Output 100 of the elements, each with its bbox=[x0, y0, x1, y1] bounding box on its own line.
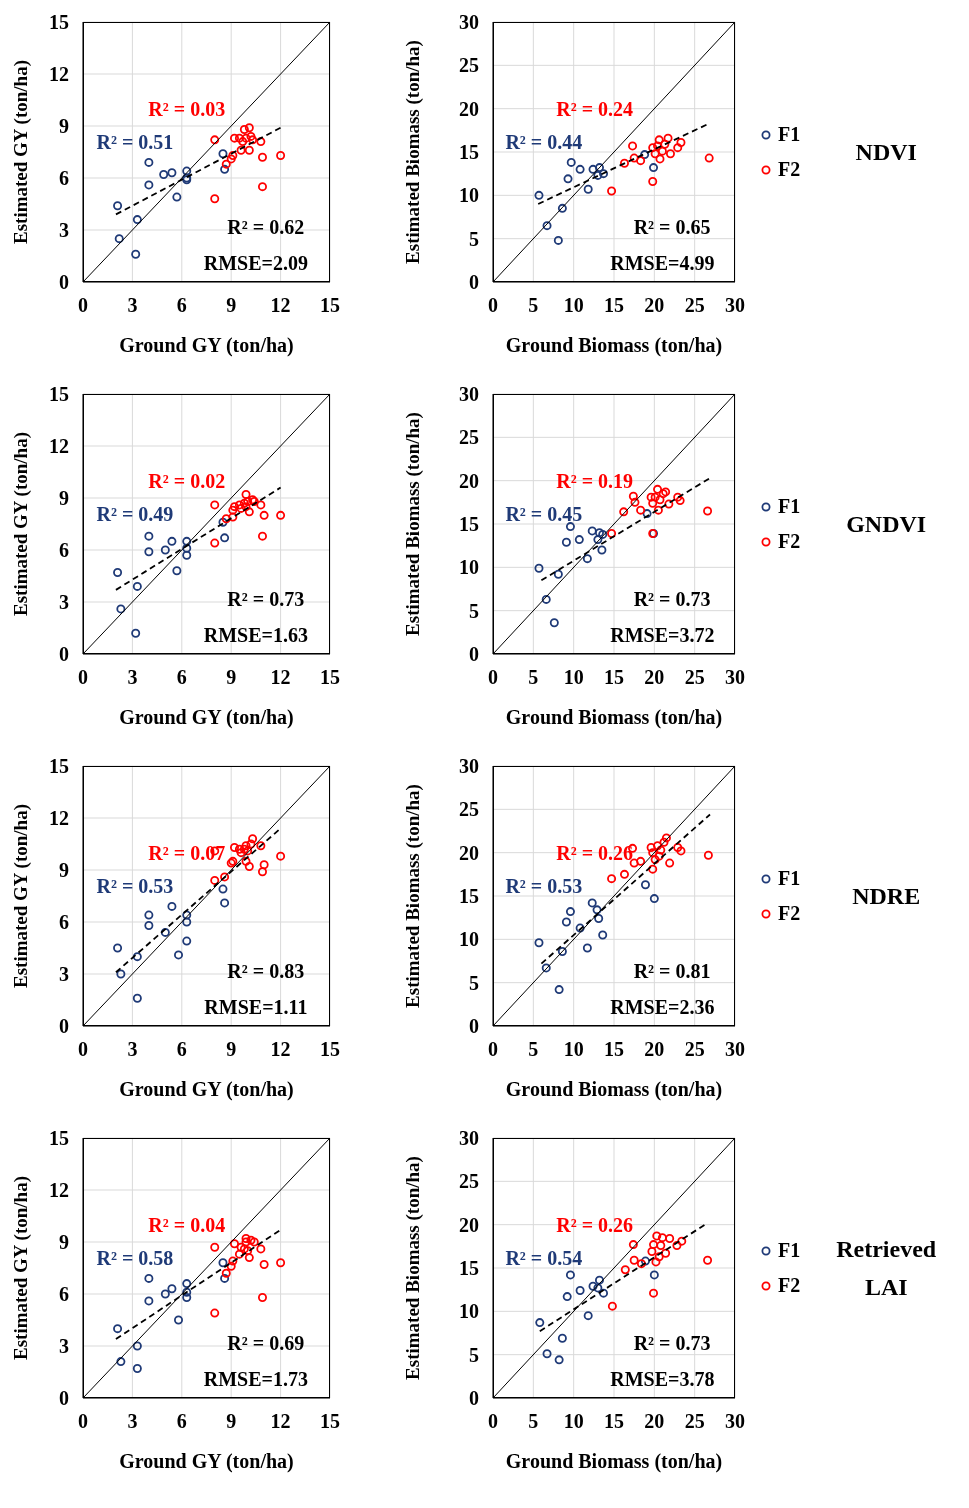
point bbox=[594, 1275, 604, 1285]
point bbox=[228, 512, 238, 522]
point bbox=[673, 143, 683, 153]
y-tick-label: 3 bbox=[59, 591, 69, 614]
point bbox=[661, 1248, 671, 1258]
y-tick-label: 30 bbox=[459, 755, 479, 778]
x-tick-label: 3 bbox=[127, 1410, 138, 1433]
point bbox=[210, 194, 220, 204]
point bbox=[628, 491, 638, 501]
point bbox=[167, 168, 177, 178]
point bbox=[541, 594, 551, 604]
x-tick-label: 5 bbox=[528, 294, 539, 317]
point bbox=[535, 1318, 545, 1328]
point bbox=[593, 535, 603, 545]
point bbox=[534, 190, 544, 200]
x-axis-title: Ground GY (ton/ha) bbox=[119, 706, 294, 729]
point bbox=[144, 910, 154, 920]
point bbox=[640, 1256, 650, 1266]
point bbox=[648, 143, 658, 153]
point bbox=[594, 528, 604, 538]
point bbox=[113, 1324, 123, 1334]
x-axis-title: Ground GY (ton/ha) bbox=[119, 1078, 294, 1101]
point bbox=[182, 166, 192, 176]
point bbox=[636, 1259, 646, 1269]
point bbox=[210, 1308, 220, 1318]
point bbox=[160, 927, 170, 937]
y-tick-label: 12 bbox=[49, 435, 69, 458]
point bbox=[256, 1244, 266, 1254]
point bbox=[248, 135, 258, 145]
y-tick-label: 3 bbox=[59, 1335, 69, 1358]
point bbox=[221, 159, 231, 169]
point bbox=[554, 1355, 564, 1365]
x-tick-label: 20 bbox=[644, 666, 665, 689]
legend-title: Retrieved LAI bbox=[835, 1235, 938, 1302]
point bbox=[619, 507, 629, 517]
point bbox=[561, 917, 571, 927]
point bbox=[656, 1240, 666, 1250]
point bbox=[629, 1255, 639, 1265]
point bbox=[553, 569, 563, 579]
point bbox=[653, 484, 663, 494]
point bbox=[132, 1341, 142, 1351]
point bbox=[276, 851, 286, 861]
legend-title: GNDVI bbox=[845, 510, 928, 539]
annotation: R² = 0.73 bbox=[227, 587, 305, 611]
point bbox=[228, 150, 238, 160]
point bbox=[597, 545, 607, 555]
annotation: RMSE=4.99 bbox=[610, 251, 715, 274]
y-tick-label: 5 bbox=[469, 971, 479, 994]
point bbox=[159, 170, 169, 180]
point bbox=[673, 842, 683, 852]
point bbox=[276, 510, 286, 520]
x-tick-label: 30 bbox=[725, 666, 745, 689]
point bbox=[234, 1249, 244, 1259]
x-tick-label: 12 bbox=[270, 294, 291, 317]
point bbox=[234, 844, 244, 854]
point bbox=[549, 618, 559, 628]
point bbox=[229, 1239, 239, 1249]
point bbox=[587, 526, 597, 536]
point bbox=[672, 1240, 682, 1250]
y-axis-title: Estimated Biomass (ton/ha) bbox=[402, 1156, 424, 1380]
point bbox=[636, 505, 646, 515]
point bbox=[619, 158, 629, 168]
point bbox=[172, 566, 182, 576]
x-tick-label: 6 bbox=[176, 1410, 187, 1433]
x-tick-label: 10 bbox=[563, 294, 584, 317]
point bbox=[256, 500, 266, 510]
point bbox=[656, 845, 666, 855]
point bbox=[646, 492, 656, 502]
point bbox=[220, 1273, 230, 1283]
annotation: R² = 0.73 bbox=[633, 1331, 711, 1355]
point bbox=[182, 550, 192, 560]
annotation: R² = 0.53 bbox=[505, 874, 583, 898]
legend-title: NDRE bbox=[851, 882, 922, 911]
annotation: RMSE=3.72 bbox=[610, 623, 715, 646]
point bbox=[220, 898, 230, 908]
point bbox=[144, 1296, 154, 1306]
point bbox=[583, 184, 593, 194]
x-tick-label: 9 bbox=[226, 666, 237, 689]
annotation: R² = 0.83 bbox=[227, 959, 305, 983]
point bbox=[649, 1240, 659, 1250]
y-tick-label: 0 bbox=[469, 271, 479, 294]
point bbox=[593, 170, 603, 180]
y-tick-label: 9 bbox=[59, 487, 69, 510]
point bbox=[646, 842, 656, 852]
point bbox=[587, 898, 597, 908]
point bbox=[607, 529, 617, 539]
annotation: R² = 0.45 bbox=[505, 502, 583, 526]
point bbox=[132, 1364, 142, 1374]
y-tick-label: 25 bbox=[459, 54, 479, 77]
point bbox=[648, 176, 658, 186]
point bbox=[238, 137, 248, 147]
x-tick-label: 30 bbox=[725, 294, 745, 317]
point bbox=[640, 150, 650, 160]
x-axis-title: Ground Biomass (ton/ha) bbox=[505, 1078, 723, 1101]
y-tick-label: 20 bbox=[459, 97, 479, 120]
y-tick-label: 9 bbox=[59, 1231, 69, 1254]
point bbox=[663, 133, 673, 143]
x-tick-label: 0 bbox=[488, 1410, 498, 1433]
legend-title: NDVI bbox=[854, 138, 918, 167]
x-tick-label: 5 bbox=[528, 666, 539, 689]
